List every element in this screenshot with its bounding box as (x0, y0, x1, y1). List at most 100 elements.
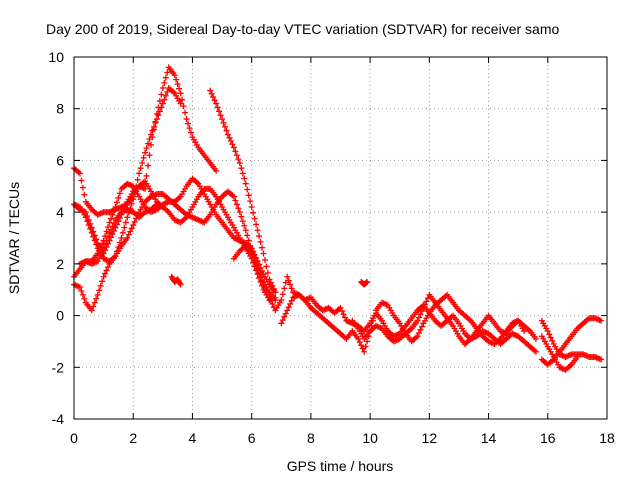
data-point (103, 228, 110, 235)
data-point (281, 285, 288, 292)
y-tick-label: 0 (56, 308, 64, 324)
data-point (112, 253, 119, 260)
data-point (355, 335, 362, 342)
data-point (227, 138, 234, 145)
data-point (134, 176, 141, 183)
data-point (102, 241, 109, 248)
data-point (211, 97, 218, 104)
data-point (235, 205, 242, 212)
data-point (140, 154, 147, 161)
series-track-f (207, 87, 279, 296)
data-point (241, 175, 248, 182)
data-point (279, 317, 286, 324)
data-point (421, 301, 428, 308)
data-point (263, 263, 270, 270)
data-point (179, 96, 186, 103)
data-point (282, 310, 289, 317)
data-point (161, 79, 168, 86)
data-point (213, 167, 220, 174)
data-point (109, 211, 116, 218)
data-point (103, 237, 110, 244)
data-point (418, 323, 425, 330)
x-tick-label: 2 (129, 430, 137, 446)
data-point (81, 191, 88, 198)
data-point (156, 97, 163, 104)
data-point (91, 232, 98, 239)
data-point (261, 284, 268, 291)
data-point (113, 248, 120, 255)
data-point (94, 258, 101, 265)
data-point (230, 144, 237, 151)
data-point (263, 288, 270, 295)
data-point (145, 162, 152, 169)
data-point (418, 308, 425, 315)
data-point (259, 277, 266, 284)
data-point (96, 255, 103, 262)
data-point (103, 267, 110, 274)
data-point (122, 202, 129, 209)
data-point (288, 297, 295, 304)
data-point (96, 287, 103, 294)
data-point (136, 170, 143, 177)
data-point (414, 333, 421, 340)
data-point (128, 225, 135, 232)
data-point (131, 218, 138, 225)
data-point (84, 213, 91, 220)
data-point (125, 231, 132, 238)
data-point (115, 218, 122, 225)
series-track-l (358, 278, 371, 288)
data-point (210, 94, 217, 101)
data-point (254, 266, 261, 273)
data-point (251, 215, 258, 222)
data-point (176, 280, 183, 287)
data-point (281, 313, 288, 320)
data-point (288, 285, 295, 292)
data-point (260, 281, 267, 288)
data-point (93, 295, 100, 302)
data-point (149, 134, 156, 141)
data-point (544, 328, 551, 335)
data-point (574, 353, 581, 360)
y-tick-label: 4 (56, 204, 64, 220)
data-point (159, 85, 166, 92)
data-point (216, 108, 223, 115)
data-point (226, 134, 233, 141)
data-point (85, 216, 92, 223)
data-point (239, 170, 246, 177)
data-point (76, 170, 83, 177)
data-point (337, 304, 344, 311)
data-point (238, 213, 245, 220)
data-point (223, 127, 230, 134)
data-point (229, 141, 236, 148)
x-tick-label: 16 (540, 430, 556, 446)
data-point (81, 295, 88, 302)
data-point (112, 203, 119, 210)
data-point (356, 339, 363, 346)
data-point (108, 215, 115, 222)
data-point (549, 337, 556, 344)
data-point (253, 262, 260, 269)
data-point (358, 342, 365, 349)
data-point (257, 264, 264, 271)
axis-ticks: 0 2 4 6 8 10 12 14 16 18 -4 -2 0 2 4 6 8 10 (48, 49, 615, 446)
data-point (219, 116, 226, 123)
data-point (254, 227, 261, 234)
x-tick-label: 6 (248, 430, 256, 446)
data-point (235, 156, 242, 163)
x-tick-label: 14 (481, 430, 497, 446)
data-point (93, 236, 100, 243)
data-point (269, 300, 276, 307)
data-point (248, 250, 255, 257)
x-tick-label: 10 (362, 430, 378, 446)
data-point (128, 200, 135, 207)
data-point (121, 224, 128, 231)
data-point (109, 223, 116, 230)
data-point (547, 334, 554, 341)
y-tick-label: -2 (52, 359, 65, 375)
data-point (145, 140, 152, 147)
series-small-cluster (168, 273, 184, 288)
data-point (124, 235, 131, 241)
data-point (79, 291, 86, 298)
data-point (176, 85, 183, 92)
data-point (94, 250, 101, 257)
